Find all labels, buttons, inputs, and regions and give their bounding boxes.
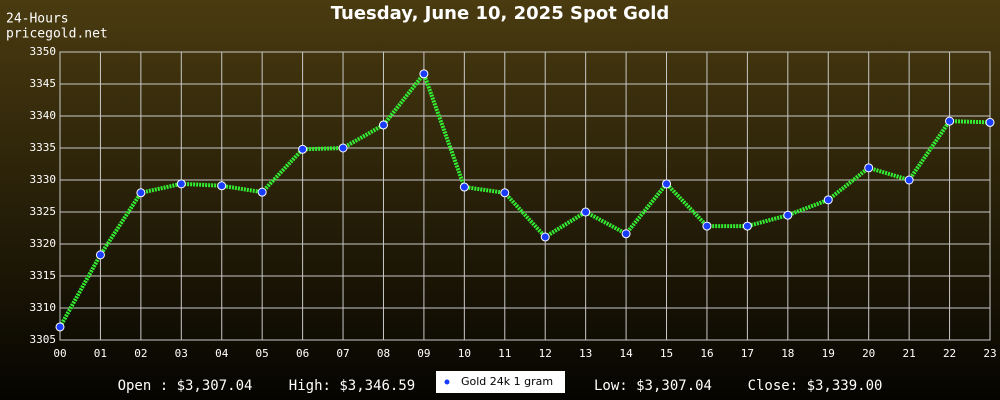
legend-box xyxy=(436,371,565,393)
price-marker xyxy=(459,182,469,192)
y-tick-label: 3335 xyxy=(30,141,57,154)
x-tick-label: 17 xyxy=(741,347,754,360)
x-tick-label: 06 xyxy=(296,347,309,360)
price-marker xyxy=(378,120,388,130)
x-tick-label: 19 xyxy=(822,347,835,360)
price-marker xyxy=(500,188,510,198)
x-tick-label: 11 xyxy=(498,347,511,360)
x-tick-label: 04 xyxy=(215,347,229,360)
subtitle: pricegold.net xyxy=(6,27,108,42)
x-tick-label: 00 xyxy=(53,347,66,360)
x-tick-label: 20 xyxy=(862,347,875,360)
x-tick-label: 07 xyxy=(336,347,349,360)
x-tick-label: 09 xyxy=(417,347,430,360)
price-marker xyxy=(662,179,672,189)
y-tick-label: 3325 xyxy=(30,205,57,218)
y-tick-label: 3310 xyxy=(30,301,57,314)
x-tick-label: 14 xyxy=(619,347,633,360)
x-tick-label: 21 xyxy=(903,347,916,360)
x-tick-label: 13 xyxy=(579,347,592,360)
price-marker xyxy=(864,163,874,173)
price-marker xyxy=(581,207,591,217)
x-tick-label: 16 xyxy=(700,347,713,360)
y-tick-label: 3340 xyxy=(30,109,57,122)
y-tick-label: 3350 xyxy=(30,45,57,58)
price-marker xyxy=(176,179,186,189)
price-marker xyxy=(945,116,955,126)
footer-text: Low: $3,307.04 xyxy=(594,378,712,394)
legend-label: Gold 24k 1 gram xyxy=(461,375,553,388)
chart-title: Tuesday, June 10, 2025 Spot Gold xyxy=(331,3,670,24)
x-tick-label: 15 xyxy=(660,347,673,360)
y-tick-label: 3320 xyxy=(30,237,57,250)
x-tick-label: 18 xyxy=(781,347,794,360)
footer-text: Close: $3,339.00 xyxy=(748,378,883,394)
x-tick-label: 05 xyxy=(256,347,269,360)
price-marker xyxy=(985,117,995,127)
price-marker xyxy=(540,232,550,242)
y-tick-label: 3305 xyxy=(30,333,57,346)
price-marker xyxy=(742,221,752,231)
price-marker xyxy=(621,229,631,239)
price-marker xyxy=(95,250,105,260)
price-marker xyxy=(55,322,65,332)
y-tick-label: 3315 xyxy=(30,269,57,282)
price-marker xyxy=(298,144,308,154)
price-line xyxy=(58,69,991,328)
x-tick-label: 10 xyxy=(458,347,471,360)
price-marker xyxy=(702,221,712,231)
x-tick-label: 03 xyxy=(175,347,188,360)
price-marker xyxy=(904,175,914,185)
price-marker xyxy=(783,210,793,220)
x-tick-label: 22 xyxy=(943,347,956,360)
price-marker xyxy=(136,188,146,198)
plot-frame xyxy=(59,51,991,341)
price-marker xyxy=(823,195,833,205)
x-tick-label: 08 xyxy=(377,347,390,360)
y-tick-label: 3345 xyxy=(30,77,57,90)
price-marker xyxy=(217,181,227,191)
legend-marker xyxy=(444,379,450,385)
y-tick-label: 3330 xyxy=(30,173,57,186)
price-marker xyxy=(338,143,348,153)
subtitle: 24-Hours xyxy=(6,12,69,27)
footer-text: High: $3,346.59 xyxy=(289,378,415,394)
x-tick-label: 01 xyxy=(94,347,107,360)
price-marker xyxy=(419,69,429,79)
x-tick-label: 23 xyxy=(983,347,996,360)
x-tick-label: 12 xyxy=(539,347,552,360)
footer-text: Open : $3,307.04 xyxy=(118,378,253,394)
price-marker xyxy=(257,187,267,197)
x-tick-label: 02 xyxy=(134,347,147,360)
